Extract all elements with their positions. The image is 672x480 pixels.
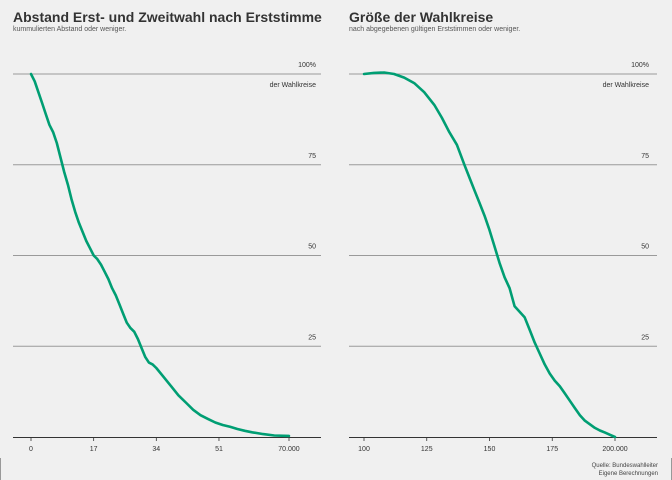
y-tick-label: 50 — [641, 244, 649, 251]
chart-title: Abstand Erst- und Zweitwahl nach Erststi… — [13, 9, 322, 25]
series-line — [362, 71, 617, 439]
y-tick-label: 75 — [308, 153, 316, 160]
chart-plot-groesse: 100% 75 50 25 der Wahlkreise 100 125 150 175 200.… — [349, 62, 657, 453]
y-tick-label: 100% — [298, 62, 316, 69]
chart-title: Größe der Wahlkreise — [349, 9, 494, 25]
x-tick-label: 17 — [90, 446, 98, 453]
chart-panel-abstand: Abstand Erst- und Zweitwahl nach Erststi… — [13, 9, 322, 453]
y-tick-label: 75 — [641, 153, 649, 160]
source-line: Quelle: Bundeswahlleiter — [591, 463, 658, 469]
x-tick-label: 150 — [484, 446, 496, 453]
chart-panel-groesse: Größe der Wahlkreise nach abgegebenen gü… — [336, 0, 672, 480]
chart-subtitle: kummulierten Abstand oder weniger. — [13, 26, 127, 33]
y-tick-label: 25 — [641, 334, 649, 341]
y-unit-label: der Wahlkreise — [270, 82, 317, 89]
x-tick-label: 200.000 — [602, 446, 627, 453]
x-tick-label: 70.000 — [278, 446, 300, 453]
x-tick-label: 175 — [546, 446, 558, 453]
y-tick-label: 100% — [631, 62, 649, 69]
chart-subtitle: nach abgegebenen gültigen Erststimmen od… — [349, 26, 521, 33]
source-line: Eigene Berechnungen — [598, 471, 658, 477]
chart-plot-abstand: 100% 75 50 25 der Wahlkreise 0 17 34 51 70.000 — [13, 62, 321, 453]
x-tick-label: 0 — [29, 446, 33, 453]
frame-edge-left — [0, 458, 1, 480]
series-line — [29, 72, 291, 438]
y-unit-label: der Wahlkreise — [603, 82, 650, 89]
source-note: Quelle: Bundeswahlleiter Eigene Berechnu… — [592, 462, 658, 478]
y-tick-label: 25 — [308, 334, 316, 341]
x-tick-label: 51 — [215, 446, 223, 453]
x-tick-label: 100 — [358, 446, 370, 453]
y-tick-label: 50 — [308, 244, 316, 251]
x-tick-label: 34 — [152, 446, 160, 453]
x-tick-label: 125 — [421, 446, 433, 453]
